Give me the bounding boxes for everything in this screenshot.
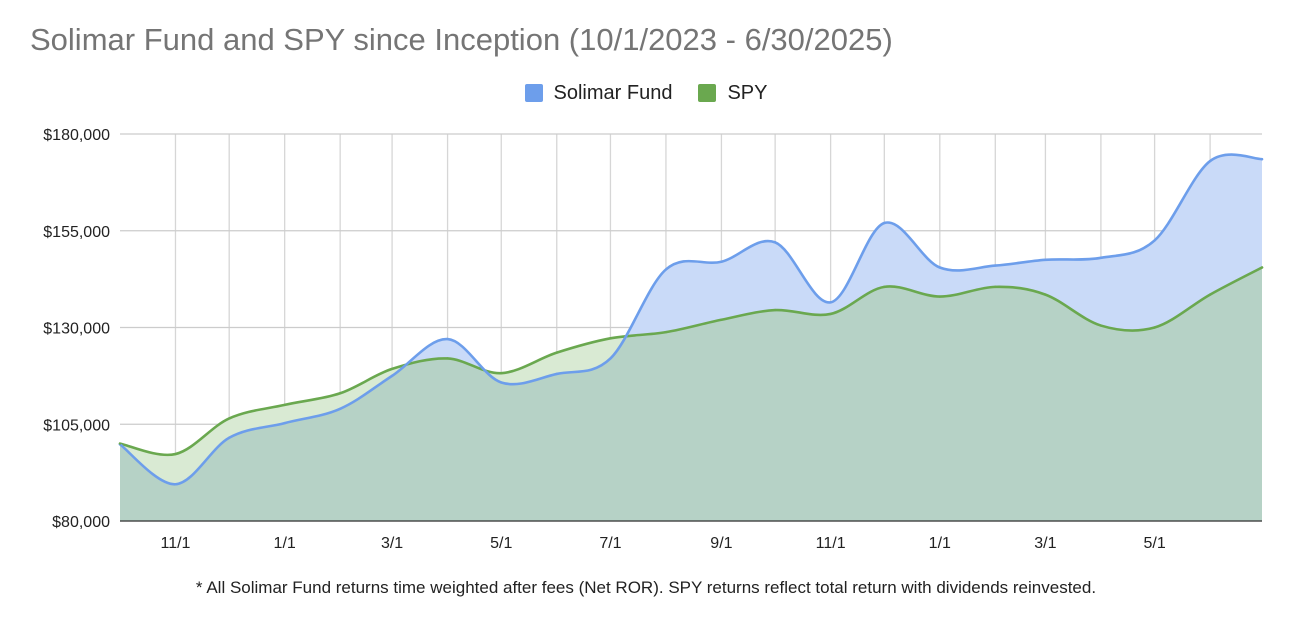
point-spy [883, 285, 886, 289]
line-solimar-fund [118, 153, 1264, 486]
point-spy [338, 392, 342, 395]
point-solimar-fund [1044, 258, 1047, 261]
point-solimar-fund [1099, 256, 1103, 260]
point-solimar-fund [227, 436, 231, 439]
x-tick-label: 1/1 [274, 535, 296, 552]
point-solimar-fund [1208, 159, 1212, 163]
series-areas [120, 154, 1262, 521]
line-spy [118, 266, 1264, 457]
point-spy [1099, 324, 1103, 327]
point-solimar-fund [1260, 157, 1264, 161]
point-spy [938, 295, 942, 298]
point-spy [664, 330, 668, 334]
point-solimar-fund [1153, 239, 1156, 242]
point-spy [227, 417, 231, 420]
point-solimar-fund [174, 483, 177, 486]
point-solimar-fund [555, 372, 558, 376]
point-spy [283, 403, 286, 407]
x-tick-label: 5/1 [1143, 535, 1165, 552]
series-lines [118, 153, 1264, 486]
x-tick-label: 11/1 [161, 535, 191, 552]
point-spy [994, 285, 997, 289]
x-tick-label: 7/1 [599, 535, 621, 552]
point-spy [1153, 326, 1156, 329]
y-tick-label: $80,000 [52, 514, 110, 531]
y-tick-label: $155,000 [43, 224, 110, 241]
point-solimar-fund [500, 381, 503, 384]
point-spy [773, 308, 777, 312]
y-tick-label: $180,000 [43, 127, 110, 144]
footnote: * All Solimar Fund returns time weighted… [195, 578, 1097, 597]
point-spy [1260, 266, 1264, 269]
legend-swatch-spy [698, 84, 717, 102]
point-solimar-fund [283, 421, 286, 425]
point-solimar-fund [773, 241, 777, 244]
point-solimar-fund [446, 337, 449, 341]
point-spy [446, 357, 449, 360]
x-tick-label: 3/1 [381, 535, 403, 552]
point-spy [609, 337, 612, 340]
x-tick-label: 9/1 [710, 535, 732, 552]
point-spy [555, 351, 558, 354]
legend-swatch-solimar-fund [524, 84, 543, 102]
point-spy [500, 371, 503, 375]
legend-label-spy: SPY [727, 81, 768, 104]
point-solimar-fund [338, 407, 342, 410]
point-solimar-fund [390, 374, 394, 378]
y-tick-label: $130,000 [43, 321, 110, 338]
point-spy [174, 452, 177, 456]
point-solimar-fund [664, 268, 668, 271]
point-spy [118, 442, 122, 445]
point-solimar-fund [883, 221, 886, 225]
x-tick-label: 5/1 [490, 535, 512, 552]
legend-item-solimar-fund: Solimar Fund [524, 81, 673, 105]
legend: Solimar Fund SPY [0, 80, 1292, 106]
point-spy [390, 367, 394, 371]
point-spy [1208, 293, 1212, 296]
x-tick-label: 11/1 [816, 535, 846, 552]
point-spy [720, 318, 723, 321]
point-spy [829, 312, 832, 316]
area-overlap [120, 267, 1262, 521]
chart-title: Solimar Fund and SPY since Inception (10… [30, 22, 893, 57]
point-solimar-fund [609, 357, 612, 360]
legend-label-solimar-fund: Solimar Fund [553, 81, 673, 104]
axes: $80,000 $105,000 $130,000 $155,000 $180,000 1… [43, 127, 1262, 552]
y-tick-label: $105,000 [43, 417, 110, 434]
legend-item-spy: SPY [698, 82, 767, 105]
point-solimar-fund [994, 264, 997, 267]
point-solimar-fund [938, 266, 942, 269]
point-solimar-fund [720, 260, 723, 263]
point-spy [1044, 293, 1047, 296]
x-tick-label: 3/1 [1034, 535, 1056, 552]
point-solimar-fund [829, 301, 832, 304]
x-tick-label: 1/1 [929, 535, 951, 552]
